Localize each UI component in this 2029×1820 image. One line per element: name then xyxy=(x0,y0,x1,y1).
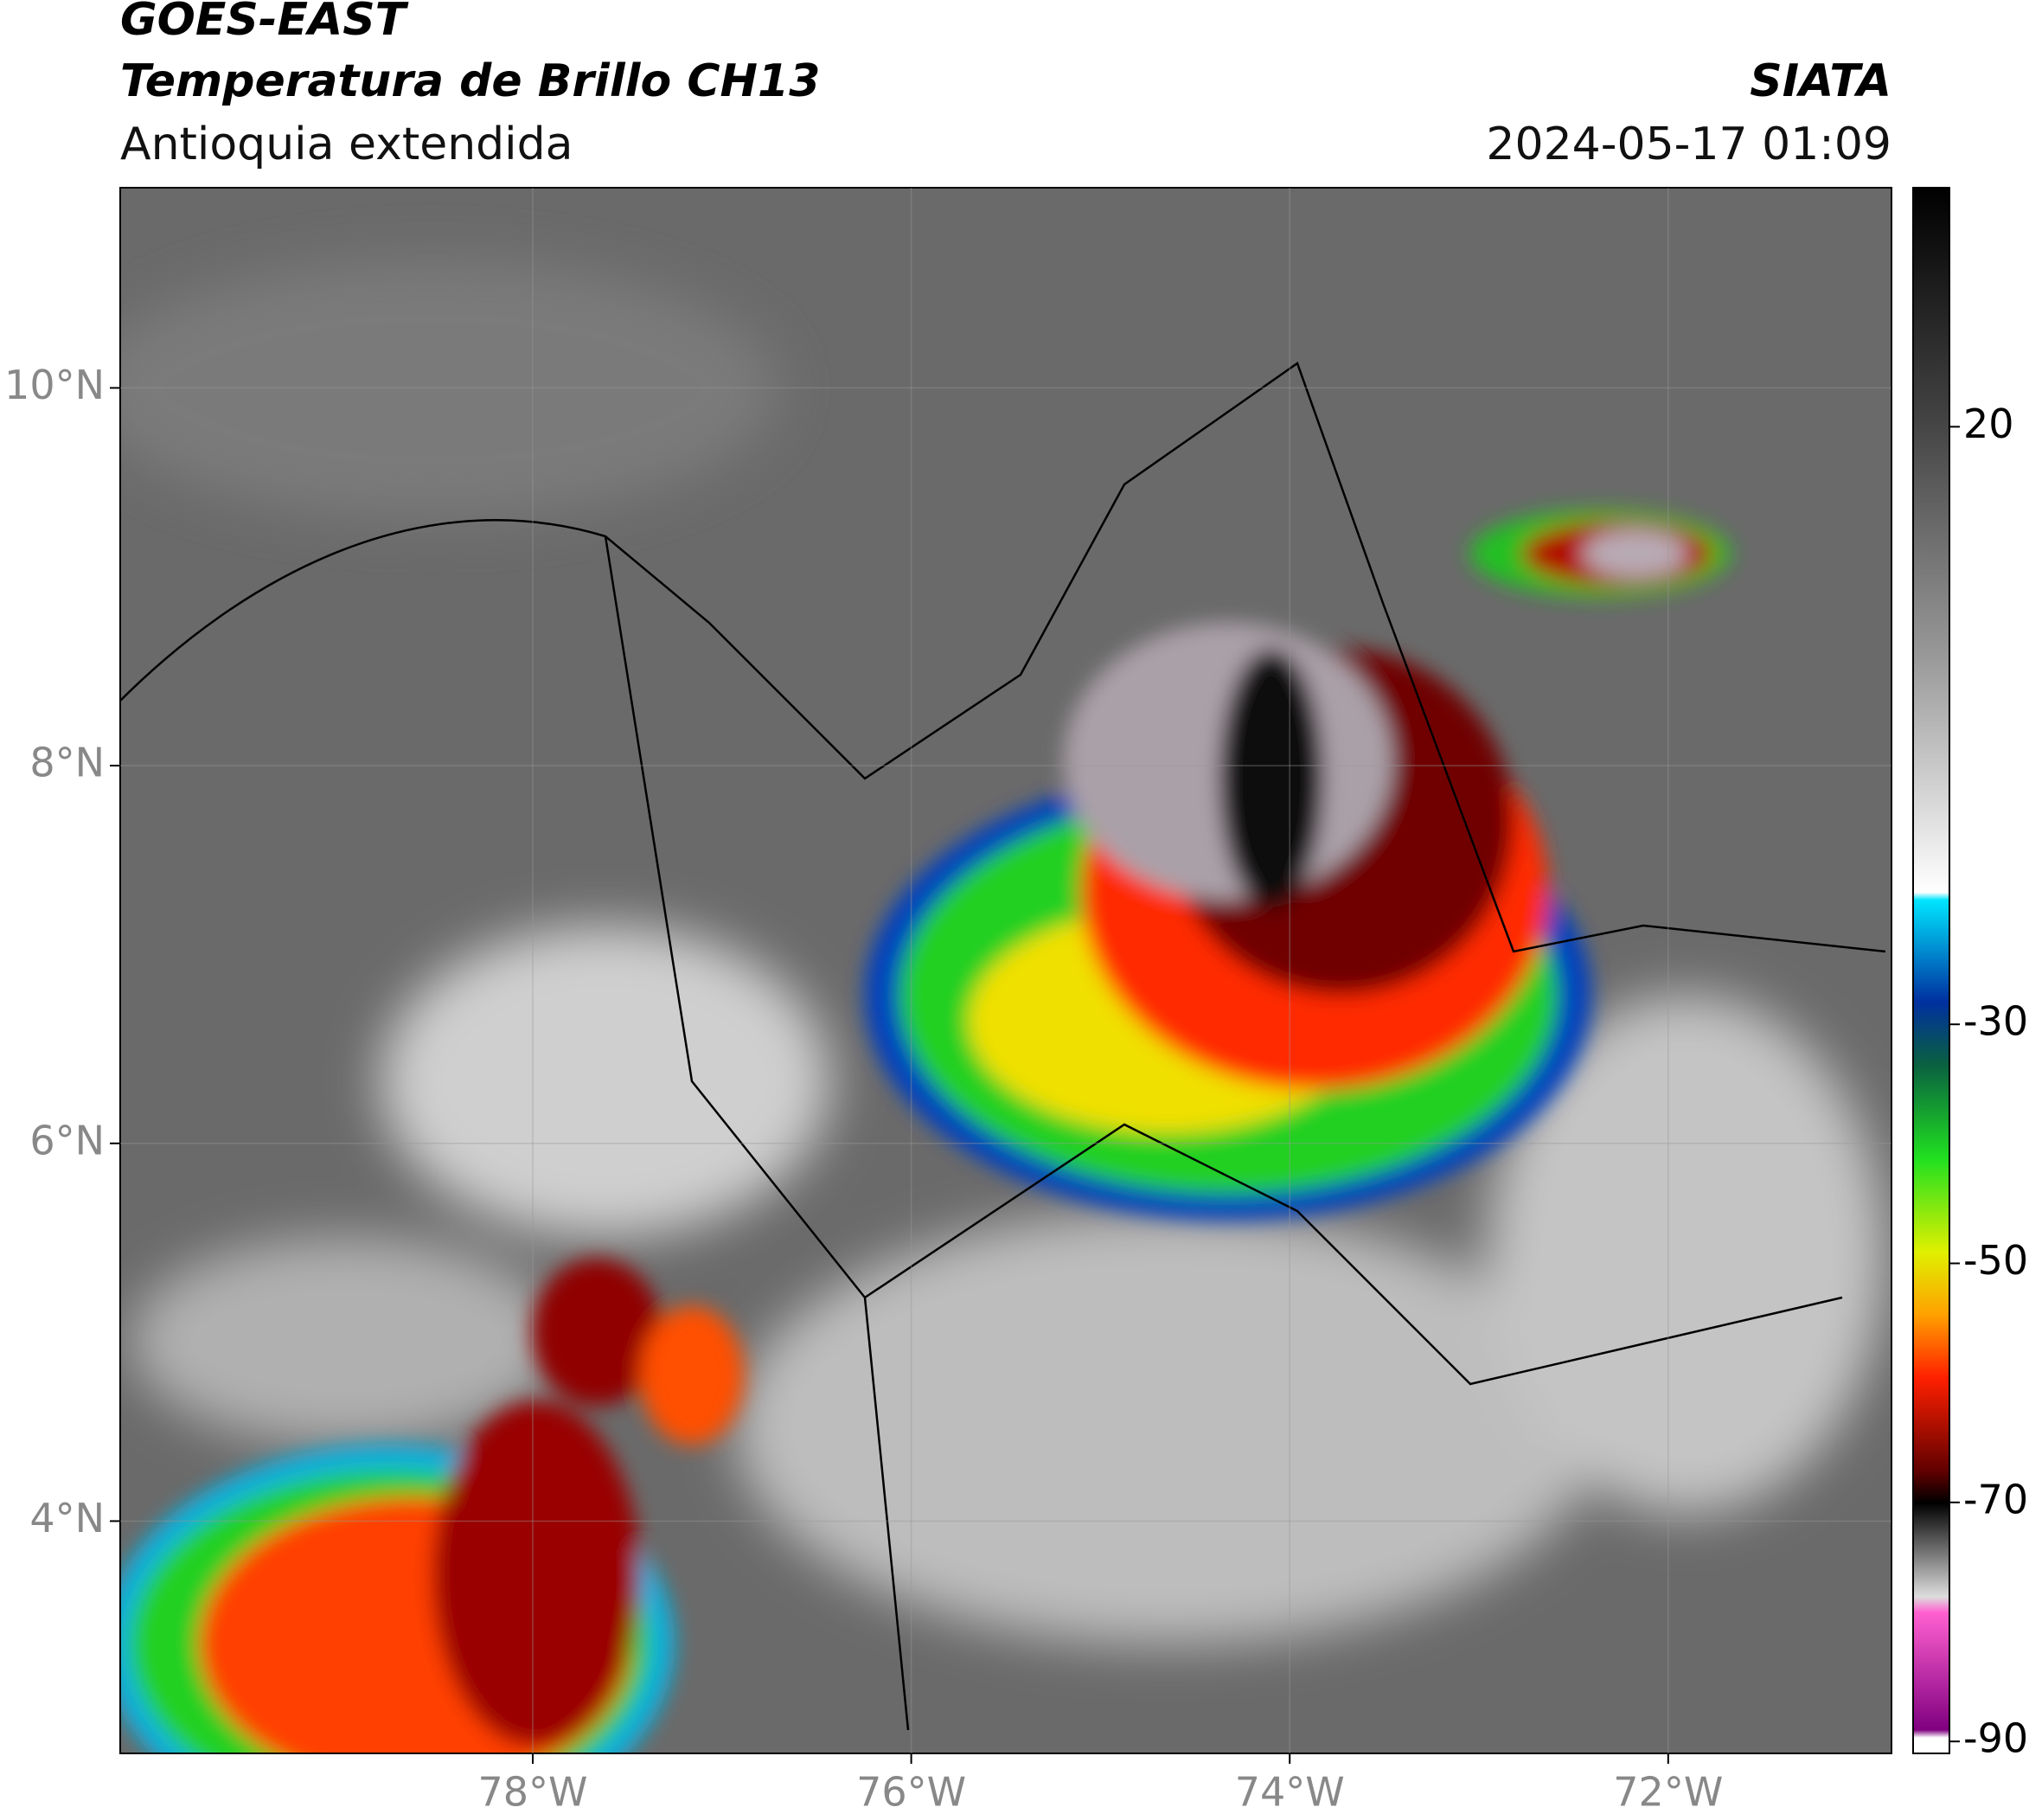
colorbar-label: -30 xyxy=(1963,998,2028,1045)
imagery xyxy=(120,188,1891,1753)
satellite: GOES-EAST xyxy=(120,0,409,46)
x-tick-label: 72°W xyxy=(1613,1769,1723,1816)
map-frame xyxy=(119,187,1892,1754)
x-tick-label: 74°W xyxy=(1235,1769,1345,1816)
colorbar-label: -90 xyxy=(1963,1715,2028,1762)
region: Antioquia extendida xyxy=(120,119,573,170)
y-tick-label: 4°N xyxy=(29,1495,105,1541)
y-tick-label: 10°N xyxy=(4,362,105,408)
colorbar-label: 20 xyxy=(1963,401,2014,447)
y-tick-label: 6°N xyxy=(29,1117,105,1163)
colorbar-label: -70 xyxy=(1963,1476,2028,1522)
x-tick-label: 76°W xyxy=(856,1769,966,1816)
colorbar xyxy=(1912,187,1950,1754)
datetime: 2024-05-17 01:09 xyxy=(1486,119,1891,170)
agency: SIATA xyxy=(1750,55,1891,107)
product: Temperatura de Brillo CH13 xyxy=(120,55,820,107)
y-tick-label: 8°N xyxy=(29,740,105,786)
colorbar-label: -50 xyxy=(1963,1237,2028,1284)
x-tick-label: 78°W xyxy=(477,1769,587,1816)
